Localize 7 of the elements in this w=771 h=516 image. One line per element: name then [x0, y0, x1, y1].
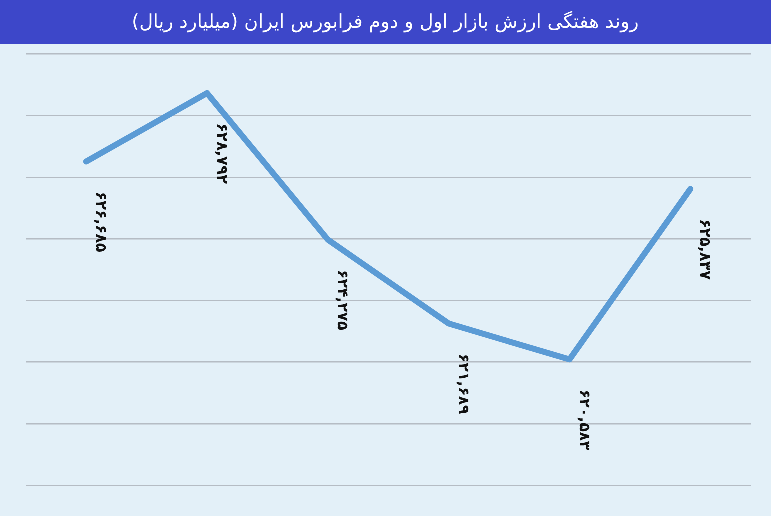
data-label: ۶۲۶,۶۸۵ — [92, 192, 111, 252]
data-label: ۶۲۱,۶۸۹ — [455, 354, 474, 414]
data-label: ۶۲۵,۸۳۷ — [696, 219, 715, 280]
data-label: ۶۲۸,۷۹۲ — [213, 123, 232, 184]
data-label: ۶۲۴,۲۷۵ — [334, 270, 352, 331]
chart-title: روند هفتگی ارزش بازار اول و دوم فرابورس ایران (میلیارد ریال) — [132, 11, 639, 33]
data-label: ۶۲۰,۵۸۳ — [576, 390, 594, 450]
